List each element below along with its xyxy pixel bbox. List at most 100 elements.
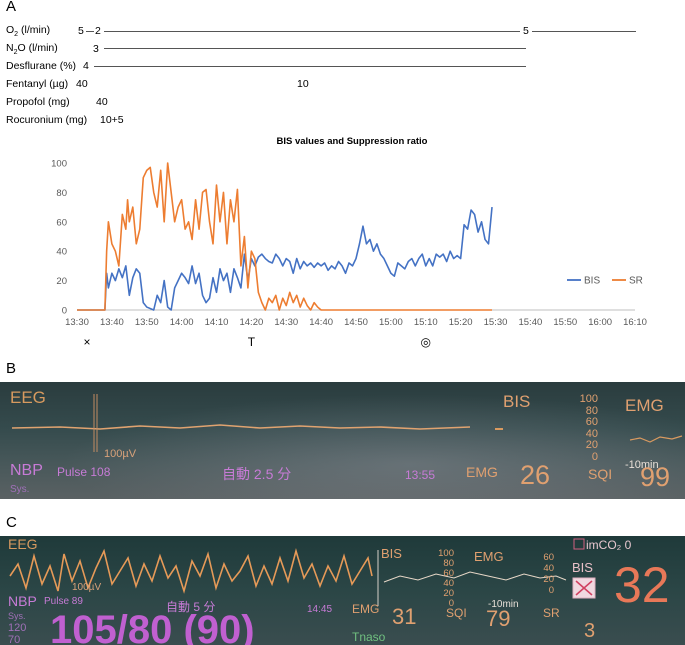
monitor-c-sqi-label: SQI	[446, 606, 467, 620]
monitor-c-bis-value: 32	[614, 557, 670, 613]
o2-dash	[86, 31, 94, 32]
x-tick-label: 13:40	[100, 317, 124, 328]
monitor-c-sqi-value: 79	[486, 606, 511, 631]
x-tick-label: 15:30	[484, 317, 508, 328]
panel-b-letter: B	[6, 360, 17, 377]
monitor-c-nbp-label: NBP	[8, 593, 37, 609]
monitor-b-sqi-label: SQI	[588, 466, 613, 482]
event-marker: ◎	[421, 335, 431, 349]
y-tick-label: 100	[51, 159, 67, 170]
n2o-value: 3	[93, 43, 99, 55]
x-tick-label: 13:50	[135, 317, 159, 328]
monitor-c-emg-label: EMG	[352, 602, 380, 616]
monitor-c-bis-ticks: 100 80 60 40 20 0	[438, 548, 454, 609]
y-tick-label: 0	[62, 306, 67, 317]
monitor-b-trend: -10min	[625, 459, 659, 471]
y-tick-label: 40	[56, 247, 67, 258]
med-label-n2o: N2O (l/min)	[6, 42, 58, 57]
monitor-c-nbp-value: 105/80 (90)	[50, 608, 255, 645]
panel-a-letter: A	[6, 0, 17, 15]
x-tick-label: 15:20	[449, 317, 473, 328]
y-tick-label: 60	[56, 217, 67, 228]
o2-line-1	[104, 31, 520, 32]
monitor-b-eeg-label: EEG	[10, 388, 46, 407]
monitor-c-time: 14:45	[307, 604, 333, 615]
fentanyl-value-1: 40	[76, 78, 88, 90]
x-tick-label: 15:50	[553, 317, 577, 328]
monitor-c-trend: -10min	[488, 599, 519, 610]
x-tick-label: 16:10	[623, 317, 647, 328]
monitor-b-emg-trace	[629, 435, 683, 443]
series-line-bis	[77, 207, 493, 311]
monitor-c-emg-label-top: EMG	[474, 549, 504, 564]
monitor-b-auto: 自動 2.5 分	[222, 466, 292, 482]
monitor-b-traces	[11, 394, 683, 452]
propofol-value: 40	[96, 96, 108, 108]
event-marker: T	[248, 335, 256, 349]
legend-label-sr: SR	[629, 276, 643, 287]
monitor-c-sys: Sys.	[8, 611, 26, 621]
monitor-c-alarm-cross-2	[575, 580, 593, 596]
monitor-b-sys: Sys.	[10, 484, 30, 495]
med-label-rocuronium: Rocuronium (mg)	[6, 114, 88, 126]
monitor-b-bis-label: BIS	[503, 392, 531, 411]
o2-line-2	[532, 31, 636, 32]
monitor-b-bis-ticks: 100 80 60 40 20 0	[579, 393, 598, 463]
monitor-c-pulse: Pulse 89	[44, 596, 83, 607]
panel-c-letter: C	[6, 514, 17, 531]
monitor-c-sys-70: 70	[8, 634, 21, 645]
monitor-photo-c: EEG 100µV NBP Pulse 89 自動 5 分 14:45 Sys.…	[0, 536, 685, 645]
monitor-c-imco2: imCO₂ 0	[586, 538, 632, 552]
monitor-b-eeg-trace	[11, 424, 471, 430]
monitor-photo-b: EEG 100µV NBP Pulse 108 自動 2.5 分 13:55 S…	[0, 382, 685, 499]
med-label-o2: O2 (l/min)	[6, 24, 51, 39]
monitor-c-sr-label: SR	[543, 606, 560, 620]
monitor-c-eeg-label: EEG	[8, 536, 38, 552]
x-tick-label: 14:50	[344, 317, 368, 328]
monitor-c-bis-trace	[383, 571, 567, 583]
monitor-b-scale-label: 100µV	[104, 448, 137, 460]
monitor-c-traces	[9, 538, 596, 606]
x-tick-label: 14:10	[205, 317, 229, 328]
monitor-b-emg-label-top: EMG	[625, 396, 664, 415]
monitor-c-bis-small-label: BIS	[572, 560, 593, 575]
monitor-c-eeg-trace	[9, 548, 373, 594]
monitor-b-time: 13:55	[405, 468, 436, 482]
monitor-c-emg-ticks: 60 40 20 0	[543, 552, 554, 596]
y-tick-label: 20	[56, 276, 67, 287]
monitor-b-emg-value: 26	[520, 460, 551, 490]
x-tick-label: 15:00	[379, 317, 403, 328]
o2-value-3: 5	[523, 25, 529, 37]
x-tick-label: 14:20	[239, 317, 263, 328]
o2-value-2: 2	[95, 25, 101, 37]
monitor-c-sys-120: 120	[8, 622, 27, 634]
x-tick-label: 14:40	[309, 317, 333, 328]
n2o-line	[104, 48, 526, 49]
y-tick-label: 80	[56, 188, 67, 199]
x-tick-label: 13:30	[65, 317, 89, 328]
event-marker: ×	[83, 335, 90, 349]
x-tick-label: 14:30	[274, 317, 298, 328]
monitor-b-pulse: Pulse 108	[57, 465, 111, 479]
bis-sr-chart: BIS values and Suppression ratio 0 20 40 60…	[51, 136, 647, 349]
monitor-c-sr-value: 3	[584, 620, 596, 642]
med-label-desflurane: Desflurane (%)	[6, 60, 77, 72]
chart-title: BIS values and Suppression ratio	[277, 136, 428, 147]
series-line-sr	[77, 162, 493, 311]
med-label-propofol: Propofol (mg)	[6, 96, 70, 108]
monitor-c-imco2-alarm	[573, 538, 585, 550]
x-tick-label: 15:10	[414, 317, 438, 328]
x-tick-label: 14:00	[170, 317, 194, 328]
monitor-c-tnaso: Tnaso	[352, 630, 386, 644]
x-tick-label: 15:40	[518, 317, 542, 328]
monitor-b-emg-label: EMG	[466, 464, 498, 480]
med-label-fentanyl: Fentanyl (µg)	[6, 78, 69, 90]
legend-label-bis: BIS	[584, 276, 600, 287]
rocuronium-value: 10+5	[100, 114, 124, 126]
monitor-b-sqi-value: 99	[640, 462, 671, 492]
monitor-c-scale-label: 100µV	[72, 582, 102, 593]
monitor-c-auto: 自動 5 分	[166, 600, 216, 614]
desflurane-line	[94, 66, 526, 67]
photo-glare-b	[0, 382, 685, 499]
monitor-c-emg-value: 31	[392, 604, 417, 629]
